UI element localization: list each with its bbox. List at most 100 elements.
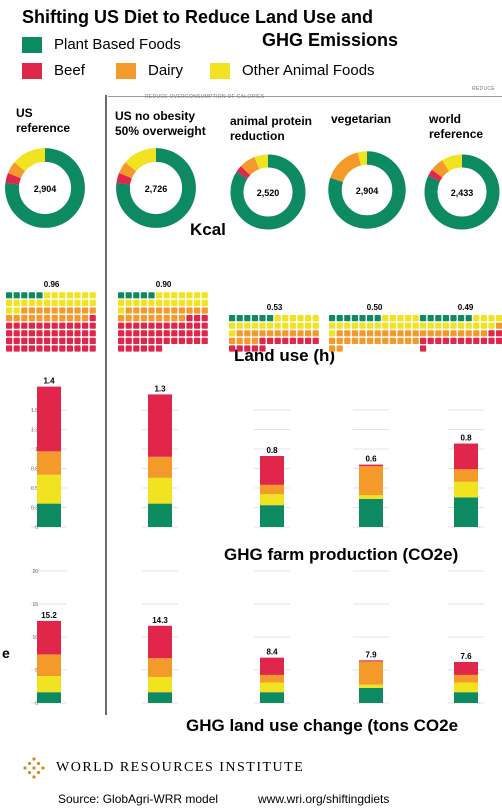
- land-cell: [267, 315, 274, 322]
- land-cell: [156, 330, 163, 337]
- land-cell: [125, 337, 132, 344]
- ghg-land-use-change-bar-5-other-animal-foods: [454, 682, 478, 693]
- land-cell: [312, 330, 319, 337]
- land-cell: [74, 322, 81, 329]
- land-cell: [194, 330, 201, 337]
- land-cell: [82, 345, 89, 352]
- land-cell: [473, 337, 480, 344]
- land-cell: [194, 322, 201, 329]
- land-cell: [178, 337, 185, 344]
- ghg-land-use-change-bar-3-plant-based-foods: [260, 692, 284, 703]
- land-cell: [36, 330, 43, 337]
- land-cell: [44, 315, 51, 322]
- land-cell: [458, 322, 465, 329]
- legend-swatch-other: [210, 62, 230, 79]
- ghg-land-use-change-bar-4-beef: [359, 660, 383, 662]
- land-cell: [44, 345, 51, 352]
- scenario-2-line-1: US no obesity: [115, 109, 196, 123]
- ghg-land-use-change-value-label-4: 7.9: [365, 650, 377, 659]
- donut-slice-2-other-animal-foods: [116, 148, 196, 228]
- land-cell: [367, 315, 374, 322]
- land-cell: [351, 315, 358, 322]
- land-cell: [344, 315, 351, 322]
- legend-label-other: Other Animal Foods: [242, 62, 375, 79]
- land-cell: [156, 337, 163, 344]
- land-cell: [148, 292, 155, 299]
- land-cell: [118, 330, 125, 337]
- land-cell: [178, 322, 185, 329]
- scenario-label-3: animal protein reduction: [230, 114, 312, 144]
- land-cell: [148, 330, 155, 337]
- land-cell: [465, 330, 472, 337]
- land-cell: [125, 315, 132, 322]
- land-cell: [156, 322, 163, 329]
- land-cell: [274, 337, 281, 344]
- land-cell: [13, 292, 20, 299]
- land-cell: [389, 330, 396, 337]
- land-cell: [329, 322, 336, 329]
- ghg-land-use-change-bar-2-dairy: [148, 658, 172, 678]
- section-label-kcal: Kcal: [190, 220, 226, 239]
- land-cell: [274, 322, 281, 329]
- land-cell: [201, 315, 208, 322]
- land-cell: [21, 307, 28, 314]
- land-cell: [163, 330, 170, 337]
- land-cell: [163, 307, 170, 314]
- land-cell: [118, 299, 125, 306]
- legend-label-beef: Beef: [54, 62, 85, 79]
- header-rule: [108, 96, 502, 97]
- land-cell: [496, 322, 502, 329]
- land-cell: [289, 315, 296, 322]
- land-cell: [59, 292, 66, 299]
- land-cell: [480, 330, 487, 337]
- land-cell: [28, 315, 35, 322]
- land-cell: [89, 330, 96, 337]
- land-cell: [450, 315, 457, 322]
- ghg-production-bar-3-dairy: [260, 484, 284, 495]
- land-cell: [28, 345, 35, 352]
- land-cell: [382, 337, 389, 344]
- ghg-production-bar-4-dairy: [359, 466, 383, 496]
- ghg-production-bar-2-plant-based-foods: [148, 503, 172, 527]
- land-cell: [21, 337, 28, 344]
- land-cell: [427, 330, 434, 337]
- land-cell: [229, 330, 236, 337]
- land-cell: [66, 292, 73, 299]
- land-cell: [259, 345, 266, 352]
- land-cell: [405, 330, 412, 337]
- land-cell: [89, 345, 96, 352]
- land-cell: [28, 337, 35, 344]
- land-cell: [201, 322, 208, 329]
- land-cell: [140, 292, 147, 299]
- land-cell: [6, 299, 13, 306]
- ghg-land-use-change-bar-3-other-animal-foods: [260, 682, 284, 693]
- land-cell: [194, 299, 201, 306]
- land-cell: [442, 337, 449, 344]
- land-cell: [488, 315, 495, 322]
- land-cell: [178, 307, 185, 314]
- land-cell: [36, 322, 43, 329]
- ghg-production-bar-3-plant-based-foods: [260, 505, 284, 527]
- land-cell: [427, 337, 434, 344]
- land-cell: [229, 337, 236, 344]
- land-cell: [51, 307, 58, 314]
- land-cell: [66, 345, 73, 352]
- ghg-land-use-change-ytick-label: 10: [32, 635, 38, 641]
- ghg-land-use-change-bar-5-dairy: [454, 674, 478, 683]
- section-label-ghg-land-use-change: GHG land use change (tons CO2e: [186, 716, 459, 735]
- land-cell: [171, 322, 178, 329]
- land-cell: [125, 292, 132, 299]
- land-cell: [351, 330, 358, 337]
- land-cell: [344, 330, 351, 337]
- land-cell: [458, 337, 465, 344]
- land-cell: [133, 315, 140, 322]
- land-cell: [389, 337, 396, 344]
- land-cell: [488, 337, 495, 344]
- land-cell: [6, 330, 13, 337]
- ghg-production-bar-5-other-animal-foods: [454, 481, 478, 498]
- land-cell: [374, 322, 381, 329]
- land-cell: [282, 315, 289, 322]
- ghg-production-ytick-label: 0.5: [31, 486, 38, 492]
- land-value-label-1: 0.96: [44, 280, 60, 289]
